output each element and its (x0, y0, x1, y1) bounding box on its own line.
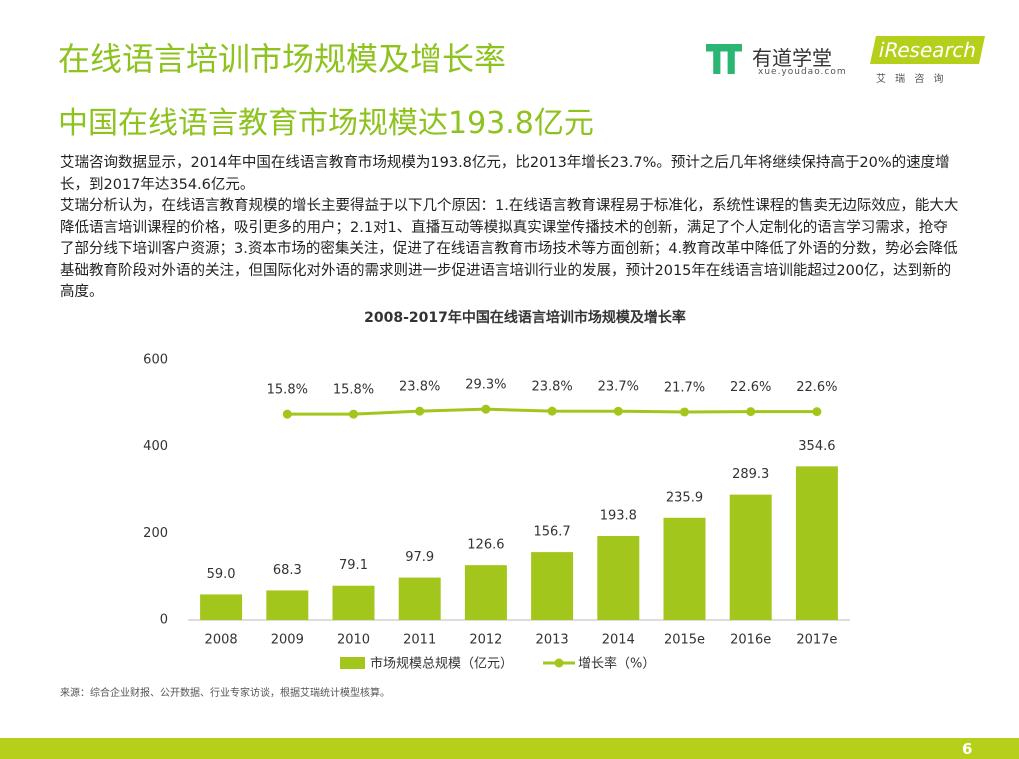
data-label: 23.7% (598, 380, 639, 395)
page-number: 6 (962, 740, 973, 758)
bar (729, 494, 772, 620)
slide-subtitle: 中国在线语言教育市场规模达193.8亿元 (58, 106, 594, 141)
y-tick-label: 0 (160, 613, 168, 628)
x-tick-label: 2011 (403, 633, 436, 648)
data-label: 29.3% (465, 378, 506, 393)
data-label: 354.6 (798, 439, 835, 454)
footer-band (0, 738, 1019, 759)
x-tick-label: 2009 (271, 633, 304, 648)
bar (332, 585, 375, 620)
bar (200, 594, 243, 620)
data-label: 156.7 (533, 525, 570, 540)
source: 来源：综合企业财报、公开数据、行业专家访谈，根据艾瑞统计模型核算。 (60, 688, 390, 699)
x-tick-label: 2012 (469, 633, 502, 648)
body-text: 艾瑞咨询数据显示，2014年中国在线语言教育市场规模为193.8亿元，比2013… (60, 155, 950, 193)
x-tick-label: 2016e (730, 633, 771, 648)
data-label: 23.8% (531, 380, 572, 395)
y-tick-label: 600 (143, 353, 168, 368)
line-point (812, 407, 822, 417)
bar (398, 577, 441, 620)
data-label: 22.6% (730, 380, 771, 395)
data-label: 289.3 (732, 467, 769, 482)
body-text: 艾瑞分析认为，在线语言教育规模的增长主要得益于以下几个原因：1.在线语言教育课程… (60, 198, 959, 300)
data-label: 97.9 (405, 550, 434, 565)
youdao-name: 有道学堂 (752, 46, 832, 70)
legend-label: 增长率（%） (578, 656, 655, 672)
chart: 2008-2017年中国在线语言培训市场规模及增长率 0 200 400 600 200… (143, 309, 850, 672)
x-tick-label: 2015e (664, 633, 705, 648)
data-label: 23.8% (399, 380, 440, 395)
slide-title: 在线语言培训市场规模及增长率 (58, 40, 507, 78)
x-tick-label: 2014 (602, 633, 635, 648)
youdao-url: xue.youdao.com (758, 67, 847, 77)
line-point (415, 406, 425, 416)
line-point (349, 409, 358, 419)
legend-label: 市场规模总规模（亿元） (370, 656, 513, 672)
legend-swatch (340, 657, 365, 669)
x-tick-label: 2008 (205, 633, 238, 648)
x-tick-label: 2013 (536, 633, 569, 648)
data-label: 59.0 (207, 567, 236, 582)
bar (266, 590, 309, 620)
legend-swatch (554, 658, 564, 668)
data-label: 68.3 (273, 563, 302, 578)
line-point (680, 407, 689, 417)
youdao-logo (706, 44, 742, 74)
y-tick-label: 200 (143, 526, 168, 541)
iresearch-cn: 艾 瑞 咨 询 (876, 74, 947, 85)
line-point (613, 406, 623, 416)
y-tick-label: 400 (143, 439, 168, 454)
data-label: 126.6 (467, 538, 504, 553)
line-point (746, 407, 756, 417)
data-label: 15.8% (333, 383, 374, 398)
line-point (481, 404, 491, 414)
x-tick-label: 2017e (796, 633, 837, 648)
line-point (282, 409, 292, 419)
data-label: 79.1 (339, 558, 368, 573)
data-label: 235.9 (666, 490, 703, 505)
bar (795, 466, 838, 620)
bar (531, 552, 574, 620)
x-tick-label: 2010 (337, 633, 370, 648)
chart-title: 2008-2017年中国在线语言培训市场规模及增长率 (364, 309, 686, 326)
data-label: 193.8 (600, 509, 637, 524)
data-label: 22.6% (796, 380, 837, 395)
bar (597, 536, 640, 620)
iresearch-logo: iResearch (870, 36, 986, 64)
data-label: 15.8% (267, 383, 308, 398)
bar (464, 565, 507, 620)
bar (663, 517, 706, 620)
data-label: 21.7% (664, 380, 705, 395)
line-point (547, 406, 557, 416)
